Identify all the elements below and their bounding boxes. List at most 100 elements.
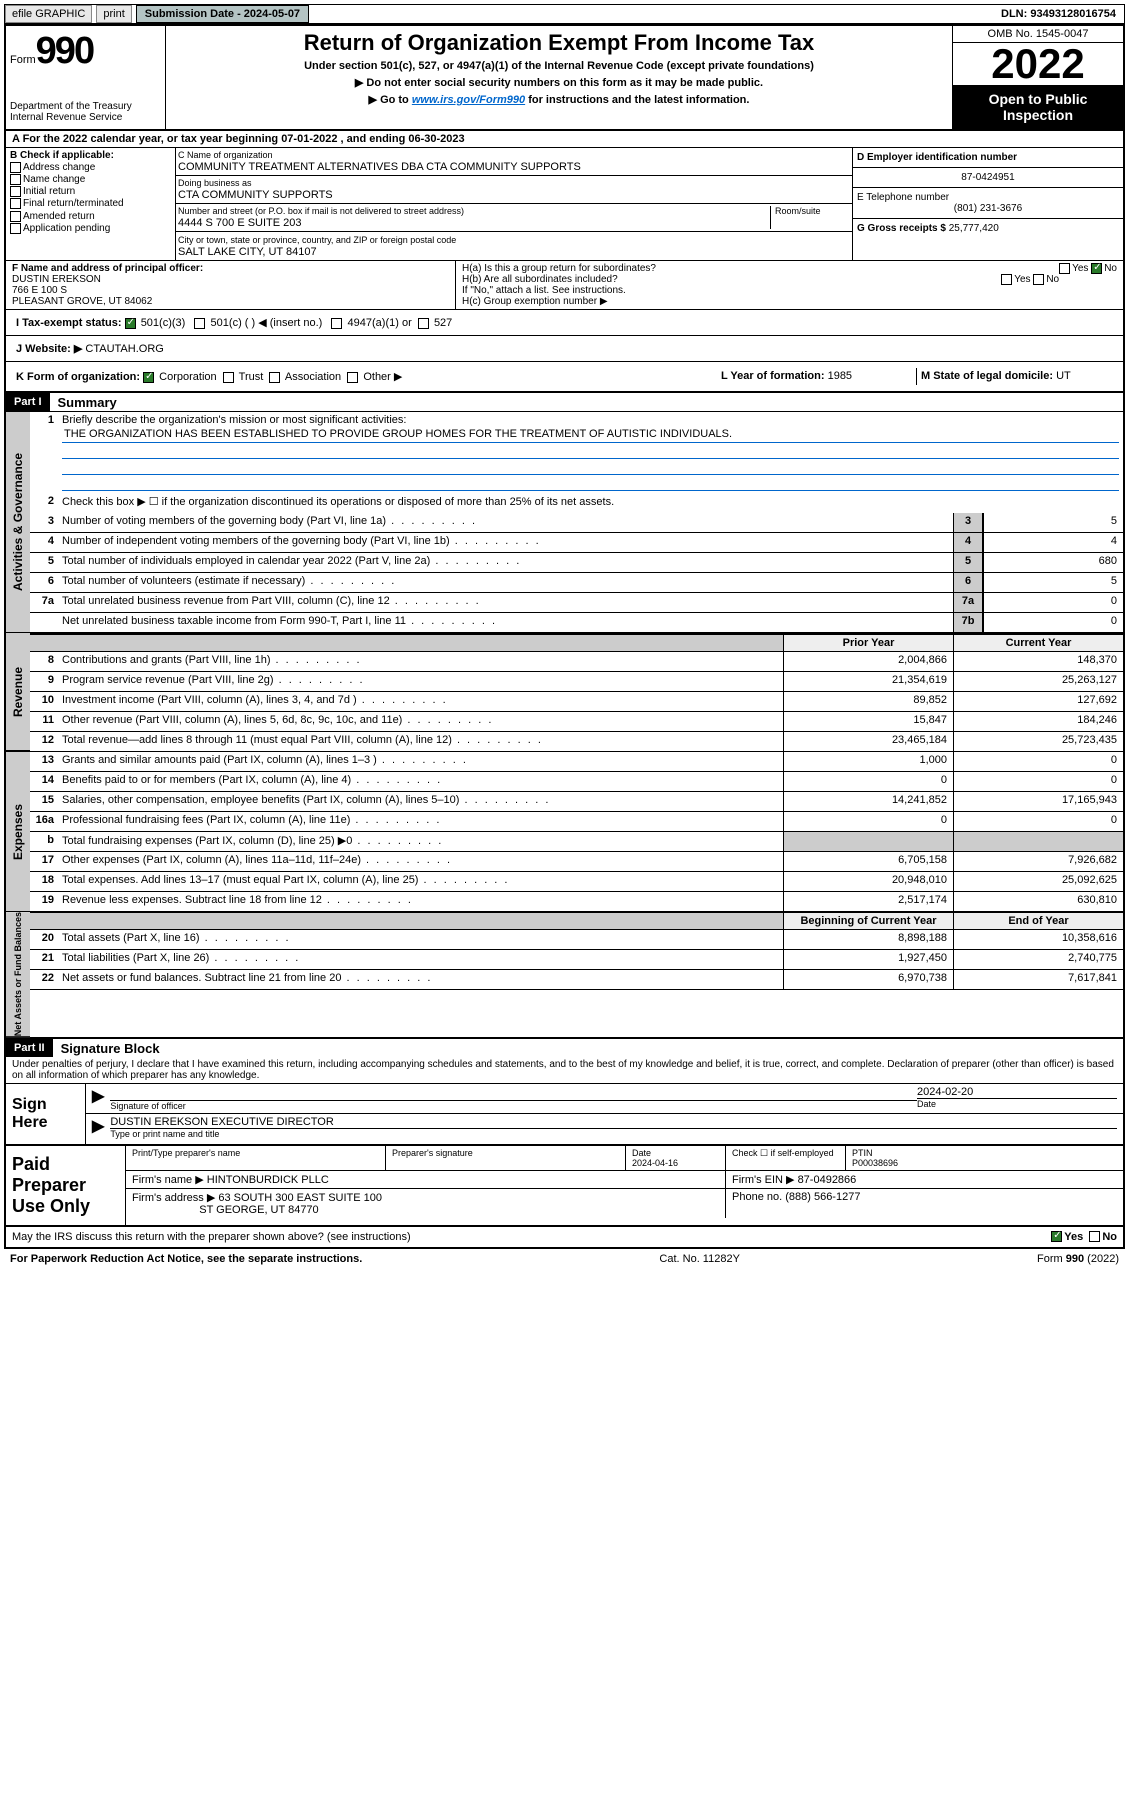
form-header: Form990 Department of the TreasuryIntern… — [4, 24, 1125, 131]
cb-4947[interactable] — [331, 318, 342, 329]
website-label: J Website: ▶ — [16, 343, 82, 355]
officer-addr1: 766 E 100 S — [12, 285, 67, 296]
cb-other[interactable] — [347, 372, 358, 383]
cb-amended[interactable]: Amended return — [10, 211, 171, 222]
irs-link[interactable]: www.irs.gov/Form990 — [412, 94, 525, 106]
prep-phone: (888) 566-1277 — [785, 1191, 860, 1203]
officer-addr2: PLEASANT GROVE, UT 84062 — [12, 296, 152, 307]
form-label: Form — [10, 54, 36, 66]
line-num: 15 — [30, 792, 58, 811]
gross-value: 25,777,420 — [949, 223, 999, 234]
side-expenses: Expenses — [6, 752, 30, 912]
line-num: 11 — [30, 712, 58, 731]
cb-corp[interactable] — [143, 372, 154, 383]
firm-addr-label: Firm's address ▶ — [132, 1192, 215, 1204]
print-button[interactable]: print — [96, 5, 131, 23]
line-2-label: Check this box ▶ ☐ if the organization d… — [58, 493, 1123, 513]
hc-label: H(c) Group exemption number ▶ — [462, 296, 1117, 307]
current-value: 0 — [953, 812, 1123, 831]
prior-value: 2,004,866 — [783, 652, 953, 671]
prior-value: 21,354,619 — [783, 672, 953, 691]
block-l: L Year of formation: 1985 — [717, 368, 917, 385]
line-num: 16a — [30, 812, 58, 831]
cb-assoc[interactable] — [269, 372, 280, 383]
current-value: 0 — [953, 752, 1123, 771]
ein-label: D Employer identification number — [853, 148, 1123, 168]
block-f: F Name and address of principal officer:… — [6, 261, 456, 309]
top-bar: efile GRAPHIC print Submission Date - 20… — [4, 4, 1125, 24]
current-year-header: Current Year — [953, 635, 1123, 651]
room-label: Room/suite — [770, 206, 850, 229]
addr-value: 4444 S 700 E SUITE 203 — [178, 217, 302, 229]
prior-value: 89,852 — [783, 692, 953, 711]
line-value: 5 — [983, 513, 1123, 532]
dln: DLN: 93493128016754 — [993, 6, 1124, 22]
gross-label: G Gross receipts $ — [857, 223, 946, 234]
submission-date: Submission Date - 2024-05-07 — [136, 5, 309, 23]
block-k: K Form of organization: Corporation Trus… — [12, 368, 717, 385]
line-label: Total assets (Part X, line 16) — [58, 930, 783, 949]
block-h: H(a) Is this a group return for subordin… — [456, 261, 1123, 309]
cb-501c[interactable] — [194, 318, 205, 329]
cb-initial-return[interactable]: Initial return — [10, 186, 171, 197]
paid-preparer-label: Paid Preparer Use Only — [6, 1146, 126, 1225]
line-2-num: 2 — [30, 493, 58, 513]
efile-button[interactable]: efile GRAPHIC — [5, 5, 92, 23]
website-value: CTAUTAH.ORG — [85, 343, 163, 355]
cb-final-return[interactable]: Final return/terminated — [10, 198, 171, 209]
line-label: Total unrelated business revenue from Pa… — [58, 593, 953, 612]
cb-name-change[interactable]: Name change — [10, 174, 171, 185]
current-value: 7,926,682 — [953, 852, 1123, 871]
cb-discuss-yes[interactable] — [1051, 1231, 1062, 1242]
line-label: Other expenses (Part IX, column (A), lin… — [58, 852, 783, 871]
prep-date: 2024-04-16 — [632, 1158, 678, 1168]
prior-value: 23,465,184 — [783, 732, 953, 751]
line-label: Investment income (Part VIII, column (A)… — [58, 692, 783, 711]
city-value: SALT LAKE CITY, UT 84107 — [178, 246, 317, 258]
officer-printed-name: DUSTIN EREKSON EXECUTIVE DIRECTOR — [110, 1116, 334, 1128]
current-value: 10,358,616 — [953, 930, 1123, 949]
cb-address-change[interactable]: Address change — [10, 162, 171, 173]
cb-discuss-no[interactable] — [1089, 1231, 1100, 1242]
prior-value: 0 — [783, 772, 953, 791]
current-value: 7,617,841 — [953, 970, 1123, 989]
line-label: Total number of individuals employed in … — [58, 553, 953, 572]
side-net: Net Assets or Fund Balances — [6, 912, 30, 1037]
phone-label: E Telephone number — [857, 192, 949, 203]
tax-status-row: I Tax-exempt status: 501(c)(3) 501(c) ( … — [12, 314, 1117, 331]
line-num: 14 — [30, 772, 58, 791]
hb-note: If "No," attach a list. See instructions… — [462, 285, 1117, 296]
prior-value: 1,927,450 — [783, 950, 953, 969]
cb-trust[interactable] — [223, 372, 234, 383]
discuss-row: May the IRS discuss this return with the… — [4, 1227, 1125, 1249]
prior-value: 1,000 — [783, 752, 953, 771]
line-num: 9 — [30, 672, 58, 691]
current-value: 25,263,127 — [953, 672, 1123, 691]
line-label: Total number of volunteers (estimate if … — [58, 573, 953, 592]
begin-year-header: Beginning of Current Year — [783, 913, 953, 929]
name-label: Type or print name and title — [110, 1128, 1117, 1139]
footer-mid: Cat. No. 11282Y — [659, 1253, 740, 1265]
line-label: Net unrelated business taxable income fr… — [58, 613, 953, 632]
line-1-num: 1 — [30, 412, 58, 493]
firm-name: HINTONBURDICK PLLC — [207, 1174, 329, 1186]
line-num: 17 — [30, 852, 58, 871]
part1-title: Summary — [50, 395, 117, 410]
line-num: 8 — [30, 652, 58, 671]
cb-app-pending[interactable]: Application pending — [10, 223, 171, 234]
line-num: 19 — [30, 892, 58, 911]
part2-header: Part II — [6, 1039, 53, 1057]
cb-527[interactable] — [418, 318, 429, 329]
form-title: Return of Organization Exempt From Incom… — [170, 30, 948, 56]
line-num: 12 — [30, 732, 58, 751]
prep-sig-label: Preparer's signature — [386, 1146, 626, 1170]
sig-date: 2024-02-20 — [917, 1086, 973, 1098]
block-b-title: B Check if applicable: — [10, 150, 171, 161]
line-label: Grants and similar amounts paid (Part IX… — [58, 752, 783, 771]
line-label: Professional fundraising fees (Part IX, … — [58, 812, 783, 831]
addr-label: Number and street (or P.O. box if mail i… — [178, 206, 464, 216]
line-value: 0 — [983, 613, 1123, 632]
cb-501c3[interactable] — [125, 318, 136, 329]
ptin-value: P00038696 — [852, 1158, 898, 1168]
line-label: Net assets or fund balances. Subtract li… — [58, 970, 783, 989]
